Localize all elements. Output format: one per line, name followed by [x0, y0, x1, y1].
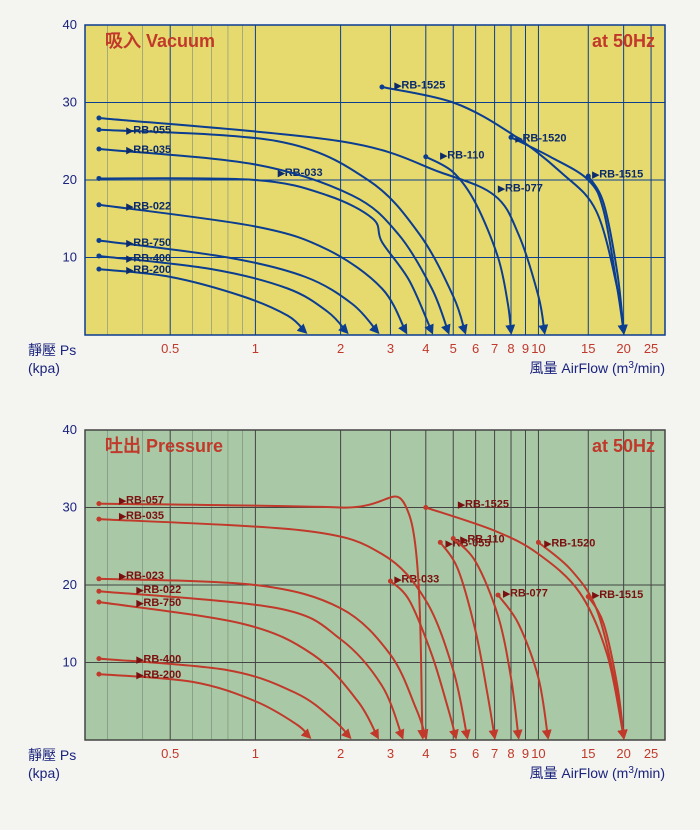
x-tick: 2 — [337, 746, 344, 761]
y-axis-label-1: 靜壓 Ps — [28, 342, 76, 358]
x-tick: 5 — [450, 341, 457, 356]
chart-pressure: 102030400.512345678910152025吐出 Pressurea… — [10, 415, 690, 800]
x-tick: 25 — [644, 746, 658, 761]
chart-svg: 102030400.512345678910152025吸入 Vacuumat … — [10, 10, 690, 390]
chart-title: 吐出 Pressure — [105, 435, 223, 456]
series-label: ▶RB-033 — [277, 167, 323, 179]
freq-label: at 50Hz — [592, 31, 655, 51]
chart-svg: 102030400.512345678910152025吐出 Pressurea… — [10, 415, 690, 795]
series-label: ▶RB-055 — [125, 125, 171, 137]
series-label: ▶RB-035 — [118, 510, 164, 522]
y-tick: 40 — [63, 17, 77, 32]
y-tick: 20 — [63, 172, 77, 187]
series-label: ▶RB-400 — [135, 654, 181, 666]
y-tick: 10 — [63, 655, 77, 670]
freq-label: at 50Hz — [592, 436, 655, 456]
series-label: ▶RB-035 — [125, 144, 171, 156]
x-tick: 7 — [491, 746, 498, 761]
x-tick: 0.5 — [161, 746, 179, 761]
x-tick: 0.5 — [161, 341, 179, 356]
series-label: ▶RB-057 — [118, 495, 164, 507]
x-tick: 1 — [252, 746, 259, 761]
y-axis-label-1: 靜壓 Ps — [28, 747, 76, 763]
x-tick: 2 — [337, 341, 344, 356]
y-axis-label-2: (kpa) — [28, 765, 60, 781]
y-tick: 10 — [63, 250, 77, 265]
x-tick: 8 — [507, 746, 514, 761]
chart-vacuum: 102030400.512345678910152025吸入 Vacuumat … — [10, 10, 690, 395]
chart-title: 吸入 Vacuum — [105, 31, 215, 51]
x-tick: 4 — [422, 746, 429, 761]
series-label: ▶RB-033 — [393, 574, 439, 586]
series-label: ▶RB-1515 — [591, 589, 643, 601]
series-label: ▶RB-077 — [502, 588, 548, 600]
x-tick: 5 — [450, 746, 457, 761]
series-label: ▶RB-022 — [135, 584, 181, 596]
x-axis-label: 風量 AirFlow (m3/min) — [530, 765, 665, 782]
x-tick: 25 — [644, 341, 658, 356]
series-label: ▶RB-077 — [497, 183, 543, 195]
series-label: ▶RB-023 — [118, 570, 164, 582]
series-label: ▶RB-1520 — [515, 132, 567, 144]
series-label: ▶RB-750 — [125, 237, 171, 249]
y-tick: 40 — [63, 422, 77, 437]
x-tick: 3 — [387, 746, 394, 761]
x-tick: 4 — [422, 341, 429, 356]
x-tick: 9 — [522, 341, 529, 356]
series-label: ▶RB-022 — [125, 200, 171, 212]
x-axis-label: 風量 AirFlow (m3/min) — [530, 360, 665, 377]
x-tick: 6 — [472, 341, 479, 356]
x-tick: 3 — [387, 341, 394, 356]
series-label: ▶RB-750 — [135, 597, 181, 609]
x-tick: 10 — [531, 746, 545, 761]
series-label: ▶RB-1525 — [457, 499, 509, 511]
series-label: ▶RB-400 — [125, 252, 171, 264]
series-label: ▶RB-1515 — [591, 169, 643, 181]
series-label: ▶RB-200 — [135, 669, 181, 681]
x-tick: 8 — [507, 341, 514, 356]
x-tick: 20 — [616, 341, 630, 356]
y-tick: 20 — [63, 577, 77, 592]
x-tick: 6 — [472, 746, 479, 761]
x-tick: 7 — [491, 341, 498, 356]
x-tick: 10 — [531, 341, 545, 356]
series-label: ▶RB-110 — [459, 533, 504, 545]
x-tick: 9 — [522, 746, 529, 761]
series-label: ▶RB-200 — [125, 264, 171, 276]
x-tick: 1 — [252, 341, 259, 356]
x-tick: 15 — [581, 746, 595, 761]
series-label: ▶RB-1520 — [543, 537, 595, 549]
y-tick: 30 — [63, 500, 77, 515]
x-tick: 15 — [581, 341, 595, 356]
series-label: ▶RB-110 — [439, 149, 484, 161]
y-tick: 30 — [63, 95, 77, 110]
x-tick: 20 — [616, 746, 630, 761]
y-axis-label-2: (kpa) — [28, 360, 60, 376]
series-label: ▶RB-1525 — [393, 80, 445, 92]
